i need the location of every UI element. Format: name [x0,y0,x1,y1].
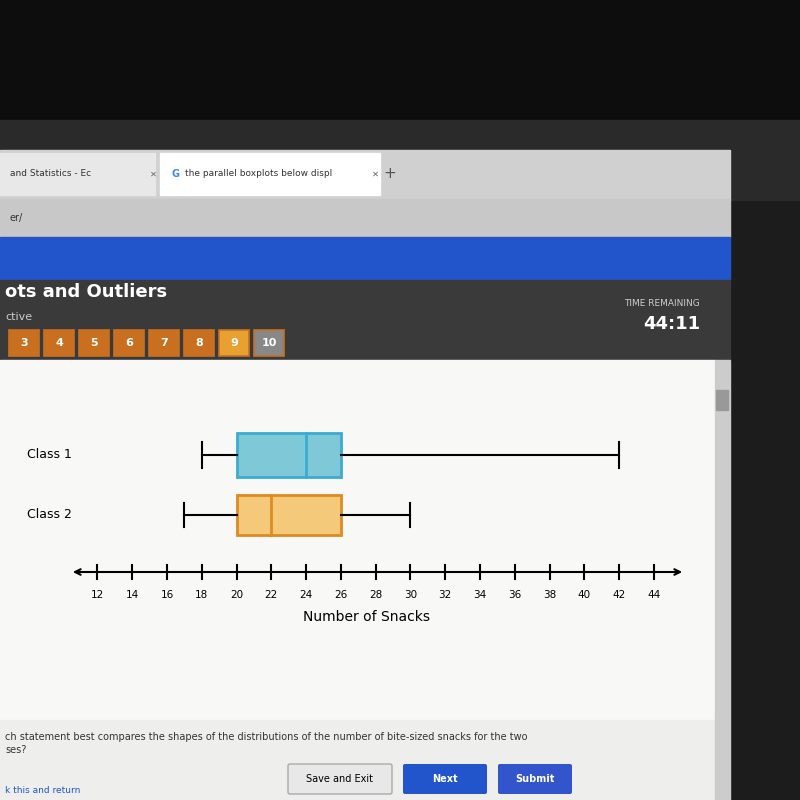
Text: G: G [172,169,180,179]
Text: 40: 40 [578,590,591,600]
Text: +: + [384,166,396,182]
FancyBboxPatch shape [219,330,249,356]
Text: Class 1: Class 1 [27,449,72,462]
FancyBboxPatch shape [498,764,572,794]
Text: 44:11: 44:11 [643,315,700,333]
Text: 3: 3 [20,338,28,348]
Text: 44: 44 [647,590,661,600]
Text: k this and return: k this and return [5,786,80,795]
FancyBboxPatch shape [254,330,284,356]
FancyBboxPatch shape [114,330,144,356]
Bar [160,153,380,195]
Text: 16: 16 [160,590,174,600]
Text: 7: 7 [160,338,168,348]
FancyBboxPatch shape [79,330,109,356]
Text: ch statement best compares the shapes of the distributions of the number of bite: ch statement best compares the shapes of… [5,732,527,742]
Bar [715,360,730,800]
Bar [0,237,730,280]
Text: ✕: ✕ [150,170,157,178]
Text: Next: Next [432,774,458,784]
Text: 6: 6 [125,338,133,348]
FancyBboxPatch shape [149,330,179,356]
Text: Number of Snacks: Number of Snacks [303,610,430,624]
FancyBboxPatch shape [9,330,39,356]
Text: 38: 38 [543,590,556,600]
Text: ctive: ctive [5,312,32,322]
Bar [237,433,341,477]
Text: 18: 18 [195,590,208,600]
Text: Submit: Submit [515,774,554,784]
Text: 8: 8 [195,338,203,348]
Text: 4: 4 [55,338,63,348]
Text: 10: 10 [262,338,277,348]
Text: 9: 9 [230,338,238,348]
Text: 24: 24 [299,590,313,600]
Bar [0,360,715,720]
Bar [0,150,730,200]
Text: 34: 34 [474,590,486,600]
Text: the parallel boxplots below displ: the parallel boxplots below displ [185,170,332,178]
Text: er/: er/ [10,213,23,223]
Text: 30: 30 [404,590,417,600]
Bar [0,0,800,200]
Text: Class 2: Class 2 [27,509,72,522]
FancyBboxPatch shape [184,330,214,356]
Text: TIME REMAINING: TIME REMAINING [624,299,700,309]
Text: 22: 22 [265,590,278,600]
Bar [0,120,800,200]
Bar [0,720,715,800]
Text: and Statistics - Ec: and Statistics - Ec [10,170,91,178]
Text: 36: 36 [508,590,522,600]
Text: ses?: ses? [5,745,26,755]
Text: 42: 42 [613,590,626,600]
Text: 32: 32 [438,590,452,600]
Text: 20: 20 [230,590,243,600]
Bar [0,0,800,140]
Text: 5: 5 [90,338,98,348]
Bar [0,153,155,195]
Text: Save and Exit: Save and Exit [306,774,374,784]
Text: ✕: ✕ [371,170,378,178]
Text: 12: 12 [90,590,104,600]
FancyBboxPatch shape [403,764,487,794]
Bar [0,280,730,360]
Bar [0,199,730,237]
Text: 28: 28 [369,590,382,600]
FancyBboxPatch shape [288,764,392,794]
Text: 14: 14 [126,590,138,600]
Bar [237,495,341,535]
Text: ots and Outliers: ots and Outliers [5,283,167,301]
FancyBboxPatch shape [44,330,74,356]
Text: 26: 26 [334,590,347,600]
Bar [716,390,728,410]
